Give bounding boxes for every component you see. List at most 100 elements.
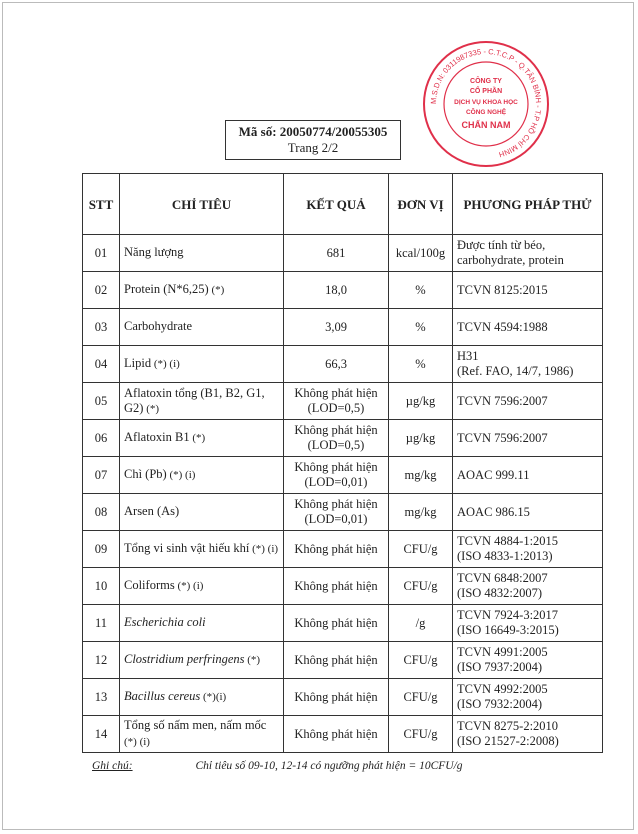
cell-criteria: Năng lượng (119, 234, 284, 272)
table-row: 05 Aflatoxin tổng (B1, B2, G1, G2) (*) K… (82, 382, 603, 420)
cell-result: 66,3 (283, 345, 389, 383)
cell-unit: CFU/g (388, 641, 453, 679)
result-line: Không phát hiện (294, 726, 378, 741)
cell-stt: 03 (82, 308, 120, 346)
method-line: TCVN 4992:2005 (457, 682, 548, 696)
stamp-center-text: CÔNG TY CỔ PHẦN DỊCH VỤ KHOA HỌC CÔNG NG… (454, 76, 518, 130)
svg-text:CHẤN NAM: CHẤN NAM (462, 120, 511, 130)
table-header-row: STT CHỈ TIÊU KẾT QUẢ ĐƠN VỊ PHƯƠNG PHÁP … (82, 173, 603, 235)
table-row: 09 Tổng vi sinh vật hiếu khí (*) (i) Khô… (82, 530, 603, 568)
method-line: AOAC 986.15 (457, 504, 530, 519)
cell-unit: CFU/g (388, 678, 453, 716)
cell-result: Không phát hiện (LOD=0,01) (283, 493, 389, 531)
cell-method: TCVN 8275-2:2010 (ISO 21527-2:2008) (452, 715, 603, 753)
method-line: (ISO 21527-2:2008) (457, 734, 559, 748)
cell-criteria: Chì (Pb) (*) (i) (119, 456, 284, 494)
criteria-name: Tổng số nấm men, nấm mốc (124, 718, 267, 732)
result-line: 3,09 (325, 319, 347, 334)
cell-method: TCVN 4992:2005 (ISO 7932:2004) (452, 678, 603, 716)
table-row: 04 Lipid (*) (i) 66,3 % H31 (Ref. FAO, 14… (82, 345, 603, 383)
method-line: TCVN 7596:2007 (457, 430, 548, 445)
header-stt: STT (82, 173, 120, 235)
cell-unit: mg/kg (388, 493, 453, 531)
criteria-name: Arsen (As) (124, 504, 180, 518)
cell-method: TCVN 4991:2005 (ISO 7937:2004) (452, 641, 603, 679)
result-line: (LOD=0,01) (304, 475, 368, 489)
cell-method: TCVN 7596:2007 (452, 419, 603, 457)
method-line: TCVN 7596:2007 (457, 393, 548, 408)
criteria-note: (*)(i) (200, 691, 227, 703)
cell-stt: 10 (82, 567, 120, 605)
cell-criteria: Aflatoxin tổng (B1, B2, G1, G2) (*) (119, 382, 284, 420)
cell-unit: % (388, 345, 453, 383)
cell-unit: % (388, 271, 453, 309)
cell-stt: 02 (82, 271, 120, 309)
svg-text:CÔNG TY: CÔNG TY (470, 76, 502, 85)
cell-result: Không phát hiện (283, 678, 389, 716)
criteria-note: (*) (143, 402, 160, 415)
results-table: STT CHỈ TIÊU KẾT QUẢ ĐƠN VỊ PHƯƠNG PHÁP … (82, 173, 603, 753)
result-line: Không phát hiện (294, 615, 378, 630)
result-line: Không phát hiện (294, 689, 378, 704)
cell-criteria: Tổng vi sinh vật hiếu khí (*) (i) (119, 530, 284, 568)
cell-stt: 11 (82, 604, 120, 642)
cell-result: Không phát hiện (283, 641, 389, 679)
table-row: 07 Chì (Pb) (*) (i) Không phát hiện (LOD=… (82, 456, 603, 494)
method-line: (ISO 4832:2007) (457, 586, 543, 600)
method-line: (ISO 4833-1:2013) (457, 549, 553, 563)
criteria-name: Aflatoxin tổng (B1, B2, G1, G2) (124, 385, 265, 415)
company-stamp: M.S.D.N: 0311987335 - C.T.C.P - Q.TÂN BÌ… (423, 41, 549, 167)
cell-unit: CFU/g (388, 567, 453, 605)
header-method: PHƯƠNG PHÁP THỬ (452, 173, 603, 235)
cell-result: 681 (283, 234, 389, 272)
criteria-name: Lipid (124, 356, 152, 370)
report-code: Mã số: 20050774/20055305 (238, 124, 388, 139)
method-line: (ISO 16649-3:2015) (457, 623, 559, 637)
table-row: 12 Clostridium perfringens (*) Không phá… (82, 641, 603, 679)
footnote-label: Ghi chú: (92, 760, 133, 772)
footnote-text: Chỉ tiêu số 09-10, 12-14 có ngưỡng phát … (195, 760, 463, 772)
cell-criteria: Clostridium perfringens (*) (119, 641, 284, 679)
table-row: 08 Arsen (As) Không phát hiện (LOD=0,01) … (82, 493, 603, 531)
cell-criteria: Coliforms (*) (i) (119, 567, 284, 605)
result-line: Không phát hiện (294, 541, 378, 556)
criteria-note: (*) (189, 432, 206, 444)
cell-stt: 07 (82, 456, 120, 494)
result-line: (LOD=0,5) (307, 438, 365, 452)
cell-result: Không phát hiện (LOD=0,01) (283, 456, 389, 494)
cell-criteria: Arsen (As) (119, 493, 284, 531)
method-line: (ISO 7932:2004) (457, 697, 543, 711)
method-line: (ISO 7937:2004) (457, 660, 543, 674)
svg-text:CỔ PHẦN: CỔ PHẦN (470, 85, 502, 95)
cell-unit: /g (388, 604, 453, 642)
result-line: Không phát hiện (294, 423, 378, 437)
result-line: (LOD=0,5) (307, 401, 365, 415)
header-criteria: CHỈ TIÊU (119, 173, 284, 235)
result-line: Không phát hiện (294, 460, 378, 474)
method-line: H31 (457, 349, 479, 363)
criteria-name: Năng lượng (124, 245, 184, 259)
table-row: 06 Aflatoxin B1 (*) Không phát hiện (LOD=… (82, 419, 603, 457)
table-row: 02 Protein (N*6,25) (*) 18,0 % TCVN 8125… (82, 271, 603, 309)
cell-stt: 12 (82, 641, 120, 679)
table-row: 10 Coliforms (*) (i) Không phát hiện CFU… (82, 567, 603, 605)
method-line: TCVN 6848:2007 (457, 571, 548, 585)
cell-criteria: Escherichia coli (119, 604, 284, 642)
result-line: Không phát hiện (294, 386, 378, 400)
result-line: Không phát hiện (294, 652, 378, 667)
header-result: KẾT QUẢ (283, 173, 389, 235)
report-code-box: Mã số: 20050774/20055305 Trang 2/2 (225, 120, 401, 160)
header-unit: ĐƠN VỊ (388, 173, 453, 235)
table-row: 13 Bacillus cereus (*)(i) Không phát hiệ… (82, 678, 603, 716)
criteria-name: Bacillus cereus (124, 689, 201, 703)
criteria-note: (*) (i) (166, 469, 196, 481)
cell-criteria: Bacillus cereus (*)(i) (119, 678, 284, 716)
cell-criteria: Protein (N*6,25) (*) (119, 271, 284, 309)
criteria-name: Carbohydrate (124, 319, 193, 333)
method-line: TCVN 4594:1988 (457, 319, 548, 334)
cell-method: TCVN 8125:2015 (452, 271, 603, 309)
criteria-note: (*) (244, 654, 261, 666)
cell-stt: 04 (82, 345, 120, 383)
cell-criteria: Tổng số nấm men, nấm mốc (*) (i) (119, 715, 284, 753)
result-line: (LOD=0,01) (304, 512, 368, 526)
